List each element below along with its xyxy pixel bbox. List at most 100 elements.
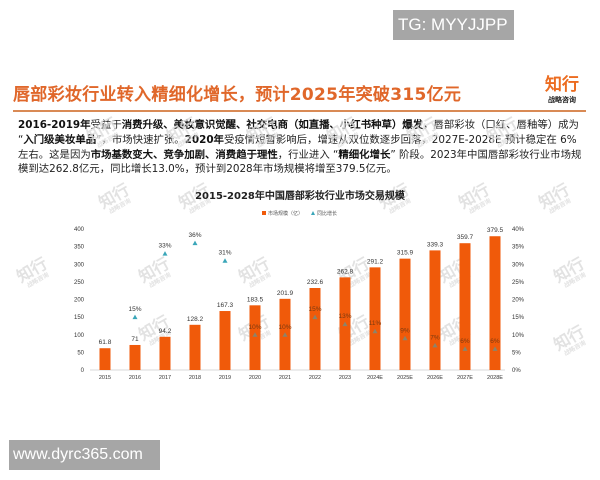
x-tick: 2027E — [457, 375, 473, 381]
bar — [159, 336, 171, 370]
growth-value-label: 10% — [278, 324, 291, 331]
growth-marker-icon — [372, 328, 378, 334]
growth-value-label: 7% — [430, 334, 440, 341]
bar-value-label: 262.8 — [337, 268, 354, 275]
brand-logo-main: 知行 — [545, 75, 579, 95]
x-tick: 2022 — [309, 375, 321, 381]
bar — [369, 267, 381, 370]
legend-bar-label: 市场规模（亿） — [268, 210, 303, 217]
y-left-tick: 250 — [74, 280, 85, 286]
brand-logo-sub: 战略咨询 — [548, 96, 576, 104]
growth-value-label: 31% — [218, 250, 231, 257]
growth-value-label: 13% — [338, 313, 351, 320]
y-right-tick: 15% — [512, 315, 525, 321]
brand-logo: 知行 战略咨询 — [545, 75, 579, 105]
y-left-tick: 0 — [81, 368, 85, 374]
bar — [399, 258, 411, 370]
bar — [219, 311, 231, 370]
y-right-tick: 35% — [512, 245, 525, 251]
growth-value-label: 11% — [369, 320, 382, 327]
y-left-tick: 150 — [74, 315, 85, 321]
bar — [189, 324, 201, 370]
growth-marker-icon — [342, 321, 348, 327]
bar-value-label: 128.2 — [187, 316, 204, 323]
bar-value-label: 315.9 — [397, 250, 414, 257]
bar-value-label: 379.5 — [487, 227, 504, 234]
bar-value-label: 94.2 — [159, 328, 172, 335]
y-right-tick: 40% — [512, 227, 525, 233]
growth-marker-icon — [432, 342, 438, 348]
growth-marker-icon — [132, 314, 138, 320]
bar-value-label: 201.9 — [277, 290, 294, 297]
legend-bar-swatch — [262, 211, 266, 215]
bar-value-label: 232.6 — [307, 279, 324, 286]
bar-value-label: 71 — [131, 336, 139, 343]
x-tick: 2024E — [367, 375, 383, 381]
x-tick: 2020 — [249, 375, 261, 381]
paragraph-text: 受益于 — [90, 119, 122, 131]
bar — [309, 288, 321, 370]
growth-value-label: 15% — [308, 306, 321, 313]
paragraph-highlight: 市场基数变大、竞争加剧、消费趋于理性 — [90, 148, 278, 161]
x-tick: 2026E — [427, 375, 443, 381]
x-tick: 2016 — [129, 375, 141, 381]
growth-marker-icon — [402, 335, 408, 341]
paragraph-highlight: 2020年 — [184, 133, 224, 146]
page-title: 唇部彩妆行业转入精细化增长，预计2025年突破315亿元 — [13, 85, 462, 105]
growth-marker-icon — [222, 258, 228, 263]
y-left-tick: 100 — [74, 333, 85, 339]
y-left-tick: 400 — [74, 227, 85, 233]
bar-value-label: 339.3 — [427, 241, 444, 248]
x-tick: 2025E — [397, 375, 413, 381]
title-divider — [13, 110, 586, 112]
legend-triangle-icon — [311, 211, 315, 215]
growth-marker-icon — [492, 346, 498, 351]
x-tick: 2023 — [339, 375, 351, 381]
y-left-tick: 300 — [74, 262, 85, 268]
summary-paragraph: 2016-2019年受益于消费升级、美妆意识觉醒、社交电商（如直播、小红书种草）… — [18, 118, 588, 177]
y-right-tick: 5% — [512, 350, 521, 356]
growth-value-label: 36% — [188, 232, 201, 239]
chart-title: 2015-2028年中国唇部彩妆行业市场交易规模 — [195, 189, 406, 202]
bar-value-label: 61.8 — [99, 339, 112, 346]
paragraph-text: 受疫情短暂影响后，增速从双位数逐步回落，2027E-2028E 预计稳定在 6%… — [18, 133, 577, 161]
bar — [429, 250, 441, 370]
site-watermark-badge: www.dyrc365.com — [9, 440, 160, 470]
growth-marker-icon — [282, 332, 288, 337]
y-right-tick: 0% — [512, 368, 521, 374]
paragraph-text: ，行业进入 “ — [277, 148, 339, 161]
paragraph-highlight: 2016-2019年 — [18, 119, 91, 131]
y-left-tick: 200 — [74, 298, 85, 304]
x-tick: 2015 — [99, 375, 111, 381]
x-tick: 2021 — [279, 375, 291, 381]
legend-growth-label: 同比增长 — [317, 210, 337, 217]
y-right-tick: 30% — [512, 262, 525, 268]
bar — [249, 305, 261, 370]
bar — [459, 243, 471, 370]
paragraph-highlight: 入门级美妆单品 — [23, 133, 97, 146]
y-right-tick: 20% — [512, 298, 525, 304]
x-tick: 2018 — [189, 375, 201, 381]
paragraph-text: ”，市场快速扩张。 — [96, 133, 185, 146]
growth-marker-icon — [462, 346, 468, 351]
growth-value-label: 6% — [460, 338, 470, 345]
paragraph-text: ，唇部彩妆（口红、唇釉等）成为 “ — [18, 119, 579, 146]
growth-value-label: 9% — [400, 327, 410, 334]
y-right-tick: 10% — [512, 333, 525, 339]
x-tick: 2019 — [219, 375, 231, 381]
growth-marker-icon — [252, 332, 258, 337]
tg-watermark-badge: TG: MYYJJPP — [393, 10, 514, 40]
paragraph-highlight: 消费升级、美妆意识觉醒、社交电商（如直播、小红书种草）爆发 — [121, 119, 424, 131]
bar-value-label: 359.7 — [457, 234, 474, 241]
growth-marker-icon — [312, 314, 318, 320]
growth-value-label: 15% — [128, 306, 141, 313]
y-left-tick: 50 — [77, 350, 84, 356]
growth-marker-icon — [192, 240, 198, 246]
bar — [129, 344, 141, 370]
x-tick: 2017 — [159, 375, 171, 381]
bar-value-label: 291.2 — [367, 258, 384, 265]
paragraph-highlight: 精细化增长 — [338, 148, 391, 161]
bar — [99, 348, 111, 370]
growth-marker-icon — [162, 251, 168, 256]
